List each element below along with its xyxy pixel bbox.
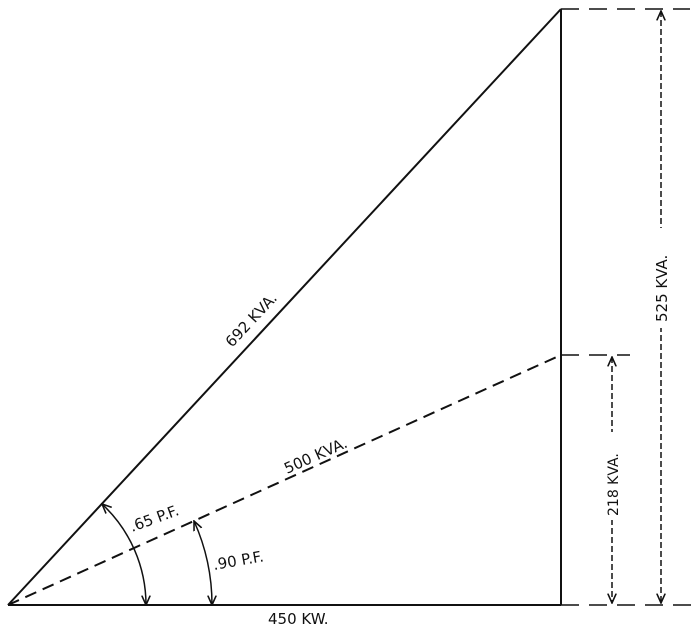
vertical-partial-label: 218 KVA. (606, 453, 622, 516)
hypotenuse-line (7, 8, 562, 606)
base-label: 450 KW. (268, 610, 329, 628)
vertical-full-label: 525 KVA. (653, 255, 671, 322)
angle-small-label: .90 P.F. (212, 547, 265, 574)
dashed-kva-line (7, 354, 562, 606)
angle-arc-90 (194, 521, 212, 605)
angle-arc-65 (102, 504, 146, 605)
